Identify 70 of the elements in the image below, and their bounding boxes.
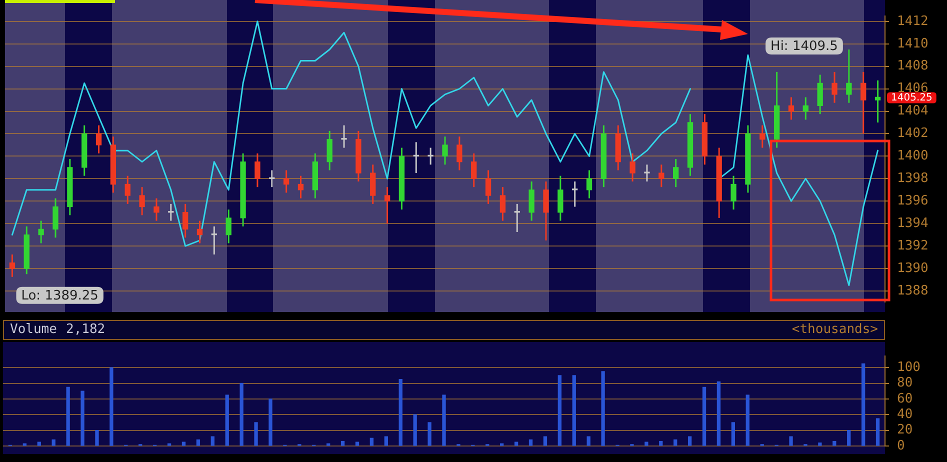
y-tick-label: 1402 — [897, 126, 928, 142]
y-tick-label: 80 — [897, 376, 913, 391]
bar — [731, 422, 736, 446]
bar — [644, 442, 648, 446]
y-tick-label: 20 — [897, 422, 913, 438]
bar — [818, 442, 822, 446]
y-tick-label: 0 — [897, 438, 905, 454]
bar — [543, 436, 548, 446]
bar — [674, 439, 678, 446]
text: 2,182 — [66, 322, 106, 337]
y-tick-label: 1404 — [897, 104, 928, 119]
bar — [876, 418, 880, 446]
bar — [66, 386, 70, 446]
bar — [716, 381, 721, 446]
bar — [254, 422, 258, 446]
bar — [370, 438, 374, 446]
y-tick-label: 1398 — [897, 171, 928, 186]
bar — [702, 386, 706, 446]
bar — [355, 442, 360, 446]
bar — [861, 363, 866, 446]
y-tick-label: 1388 — [897, 283, 928, 298]
y-tick-label: 1396 — [897, 193, 928, 208]
bar — [52, 439, 56, 446]
y-axis-title: <thousands> — [792, 322, 878, 337]
bar — [37, 442, 41, 446]
annotation: Hi: 1409.5 — [770, 38, 838, 54]
bar — [601, 371, 605, 446]
bar — [746, 394, 750, 446]
y-tick-label: 1410 — [897, 36, 928, 52]
bar — [326, 443, 330, 446]
bar — [80, 390, 84, 446]
y-tick-label: 40 — [897, 407, 913, 422]
bar — [340, 440, 345, 446]
bar — [789, 436, 793, 446]
bar — [500, 443, 504, 446]
bar — [586, 436, 590, 446]
bar — [182, 442, 186, 446]
bar — [514, 442, 518, 446]
bar — [442, 394, 446, 446]
bar — [847, 430, 851, 446]
bar — [413, 414, 417, 446]
bar — [572, 375, 576, 446]
bar — [558, 375, 562, 446]
bar — [659, 440, 663, 446]
bar — [398, 379, 402, 446]
y-tick-label: 1408 — [897, 58, 928, 74]
y-tick-label: 1392 — [897, 238, 928, 254]
bar — [384, 436, 388, 446]
bar — [210, 436, 214, 446]
annotation: Lo: 1389.25 — [21, 288, 98, 304]
candlestick — [644, 164, 650, 182]
bar — [22, 443, 27, 446]
bar — [225, 394, 229, 446]
bar — [110, 367, 114, 446]
bar — [832, 440, 836, 446]
bar — [688, 436, 692, 446]
chart-title: Volume — [10, 322, 57, 337]
y-tick-label: 1390 — [897, 260, 928, 276]
y-tick-label: 1394 — [897, 216, 928, 231]
bar — [95, 430, 99, 446]
bar — [240, 382, 244, 446]
bar — [268, 398, 272, 446]
bar — [528, 439, 533, 446]
bar — [428, 422, 432, 446]
y-tick-label: 60 — [897, 391, 913, 406]
bar — [196, 439, 200, 446]
bar — [167, 443, 172, 446]
y-tick-label: 1412 — [897, 14, 928, 29]
y-tick-label: 1400 — [897, 148, 928, 164]
y-tick-label: 100 — [897, 360, 920, 375]
